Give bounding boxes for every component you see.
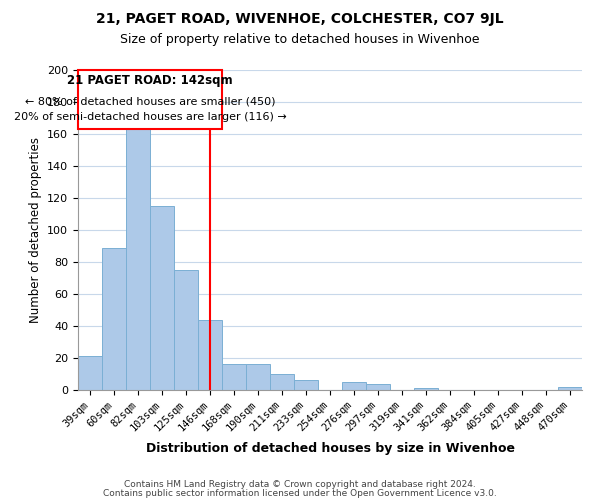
Bar [366, 384, 390, 390]
Text: 20% of semi-detached houses are larger (116) →: 20% of semi-detached houses are larger (… [14, 112, 286, 122]
Bar [78, 356, 102, 390]
Text: Contains public sector information licensed under the Open Government Licence v3: Contains public sector information licen… [103, 488, 497, 498]
Bar [174, 270, 198, 390]
Bar [414, 388, 438, 390]
Bar [246, 364, 270, 390]
Bar [342, 382, 366, 390]
Text: 21 PAGET ROAD: 142sqm: 21 PAGET ROAD: 142sqm [67, 74, 233, 87]
Text: 21, PAGET ROAD, WIVENHOE, COLCHESTER, CO7 9JL: 21, PAGET ROAD, WIVENHOE, COLCHESTER, CO… [96, 12, 504, 26]
Bar [294, 380, 318, 390]
Bar [126, 123, 150, 390]
Bar [558, 387, 582, 390]
Text: ← 80% of detached houses are smaller (450): ← 80% of detached houses are smaller (45… [25, 96, 275, 106]
Bar [222, 364, 246, 390]
Bar [102, 248, 126, 390]
Bar [198, 320, 222, 390]
Text: Contains HM Land Registry data © Crown copyright and database right 2024.: Contains HM Land Registry data © Crown c… [124, 480, 476, 489]
Y-axis label: Number of detached properties: Number of detached properties [29, 137, 41, 323]
Bar [270, 374, 294, 390]
Bar [150, 206, 174, 390]
X-axis label: Distribution of detached houses by size in Wivenhoe: Distribution of detached houses by size … [146, 442, 515, 454]
Text: Size of property relative to detached houses in Wivenhoe: Size of property relative to detached ho… [120, 32, 480, 46]
